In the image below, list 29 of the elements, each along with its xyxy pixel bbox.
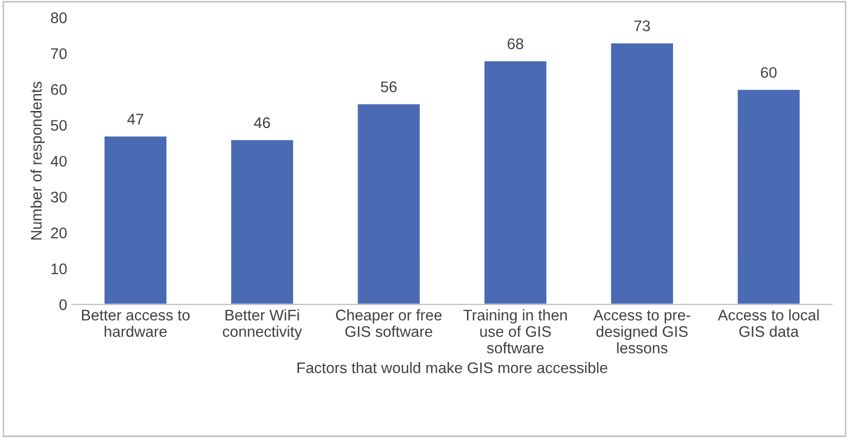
data-label: 56 <box>380 81 397 92</box>
bar <box>736 88 802 304</box>
bar <box>610 42 674 304</box>
y-tick-label: 40 <box>50 156 67 167</box>
x-tick-label: Better WiFi connectivity <box>222 309 302 340</box>
x-tick-label: Access to local GIS data <box>718 309 819 337</box>
y-tick-label: 20 <box>51 228 67 238</box>
y-tick-label: 10 <box>51 263 67 274</box>
bar <box>230 138 294 304</box>
y-tick-label: 80 <box>50 12 67 24</box>
x-tick-label: Cheaper or free GIS software <box>336 309 442 337</box>
y-tick-label: 50 <box>50 120 67 131</box>
data-label: 68 <box>508 38 524 50</box>
bar <box>356 102 422 304</box>
y-tick-label: 60 <box>51 84 67 95</box>
y-axis-title: Number of respondents <box>30 82 45 240</box>
bar <box>483 60 548 304</box>
bar <box>103 135 168 304</box>
x-tick-label: Access to pre- designed GIS lessons <box>593 310 690 354</box>
x-axis-title: Factors that would make GIS more accessible <box>298 362 608 374</box>
x-tick-label: Training in then use of GIS software <box>463 309 567 354</box>
data-label: 73 <box>634 20 650 32</box>
data-label: 47 <box>127 114 144 124</box>
y-tick-label: 0 <box>59 299 67 310</box>
data-label: 46 <box>254 117 270 128</box>
data-label: 60 <box>760 67 777 78</box>
y-tick-label: 70 <box>51 48 67 60</box>
x-tick-label: Better access to hardware <box>82 310 190 337</box>
y-tick-label: 30 <box>50 192 67 203</box>
